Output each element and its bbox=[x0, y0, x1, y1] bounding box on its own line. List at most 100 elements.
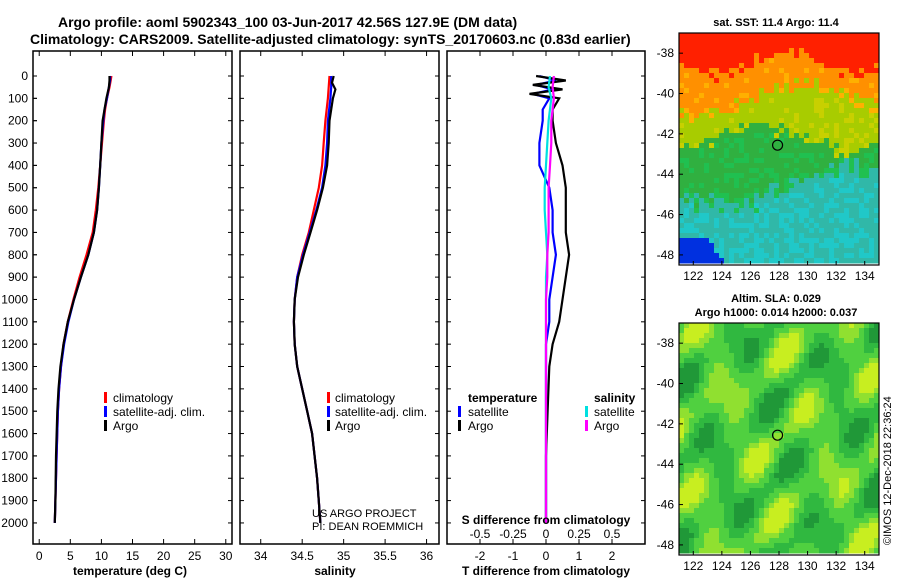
map-cell bbox=[814, 33, 820, 39]
map-cell bbox=[834, 58, 840, 64]
map-cell bbox=[689, 143, 695, 149]
map-cell bbox=[679, 33, 685, 39]
map-cell bbox=[709, 98, 715, 104]
map-cell bbox=[809, 373, 815, 379]
map-cell bbox=[769, 453, 775, 459]
map-cell bbox=[694, 123, 700, 129]
map-cell bbox=[854, 183, 860, 189]
map-cell bbox=[804, 373, 810, 379]
map-cell bbox=[854, 388, 860, 394]
map-cell bbox=[774, 443, 780, 449]
map-cell bbox=[764, 78, 770, 84]
map-cell bbox=[729, 93, 735, 99]
map-cell bbox=[704, 533, 710, 539]
map-cell bbox=[854, 138, 860, 144]
map-cell bbox=[699, 238, 705, 244]
map-cell bbox=[769, 93, 775, 99]
map-cell bbox=[684, 358, 690, 364]
map-cell bbox=[744, 223, 750, 229]
map-cell bbox=[719, 143, 725, 149]
map-cell bbox=[729, 403, 735, 409]
map-cell bbox=[774, 108, 780, 114]
map-cell bbox=[839, 433, 845, 439]
map-cell bbox=[749, 133, 755, 139]
map-cell bbox=[854, 533, 860, 539]
map-cell bbox=[684, 113, 690, 119]
map-cell bbox=[824, 458, 830, 464]
map-cell bbox=[854, 508, 860, 514]
map-cell bbox=[719, 73, 725, 79]
map-cell bbox=[864, 48, 870, 54]
map-cell bbox=[854, 323, 860, 329]
map-cell bbox=[844, 223, 850, 229]
map-cell bbox=[809, 443, 815, 449]
map-cell bbox=[749, 548, 755, 554]
map-cell bbox=[849, 93, 855, 99]
map-cell bbox=[759, 383, 765, 389]
map-cell bbox=[694, 68, 700, 74]
map-cell bbox=[859, 193, 865, 199]
map-cell bbox=[759, 528, 765, 534]
map-cell bbox=[839, 158, 845, 164]
map-cell bbox=[784, 348, 790, 354]
map-cell bbox=[804, 248, 810, 254]
map-cell bbox=[874, 218, 880, 224]
x-tick-label: 30 bbox=[219, 549, 233, 563]
map-cell bbox=[739, 228, 745, 234]
map-cell bbox=[874, 83, 880, 89]
map-cell bbox=[859, 398, 865, 404]
map-cell bbox=[759, 378, 765, 384]
map-cell bbox=[724, 233, 730, 239]
map-cell bbox=[874, 78, 880, 84]
map-cell bbox=[719, 428, 725, 434]
map-cell bbox=[739, 468, 745, 474]
map-cell bbox=[694, 468, 700, 474]
map-cell bbox=[864, 493, 870, 499]
map-cell bbox=[734, 483, 740, 489]
map-cell bbox=[724, 478, 730, 484]
map-cell bbox=[849, 133, 855, 139]
map-cell bbox=[864, 363, 870, 369]
map-cell bbox=[829, 58, 835, 64]
map-cell bbox=[794, 518, 800, 524]
map-cell bbox=[714, 73, 720, 79]
map-cell bbox=[709, 423, 715, 429]
map-cell bbox=[864, 368, 870, 374]
map-cell bbox=[704, 383, 710, 389]
map-cell bbox=[869, 358, 875, 364]
legend-swatch-satellite bbox=[104, 406, 107, 417]
map-cell bbox=[749, 213, 755, 219]
map-cell bbox=[834, 508, 840, 514]
map-cell bbox=[714, 443, 720, 449]
map-cell bbox=[759, 353, 765, 359]
map-cell bbox=[784, 533, 790, 539]
map-cell bbox=[749, 128, 755, 134]
map-cell bbox=[809, 198, 815, 204]
map-cell bbox=[854, 223, 860, 229]
map-cell bbox=[739, 518, 745, 524]
map-cell bbox=[794, 338, 800, 344]
map-cell bbox=[839, 233, 845, 239]
map-cell bbox=[759, 108, 765, 114]
map-cell bbox=[844, 203, 850, 209]
map-cell bbox=[784, 113, 790, 119]
map-cell bbox=[724, 88, 730, 94]
map-cell bbox=[704, 78, 710, 84]
map-cell bbox=[859, 43, 865, 49]
map-cell bbox=[869, 333, 875, 339]
map-cell bbox=[819, 513, 825, 519]
map-cell bbox=[689, 498, 695, 504]
map-cell bbox=[769, 523, 775, 529]
map-cell bbox=[754, 483, 760, 489]
map-cell bbox=[704, 388, 710, 394]
map-cell bbox=[689, 518, 695, 524]
map-cell bbox=[699, 208, 705, 214]
map-cell bbox=[774, 88, 780, 94]
map-cell bbox=[789, 203, 795, 209]
map-cell bbox=[719, 508, 725, 514]
map-cell bbox=[764, 373, 770, 379]
map-cell bbox=[689, 358, 695, 364]
map-cell bbox=[734, 443, 740, 449]
map-cell bbox=[734, 38, 740, 44]
map-cell bbox=[854, 403, 860, 409]
